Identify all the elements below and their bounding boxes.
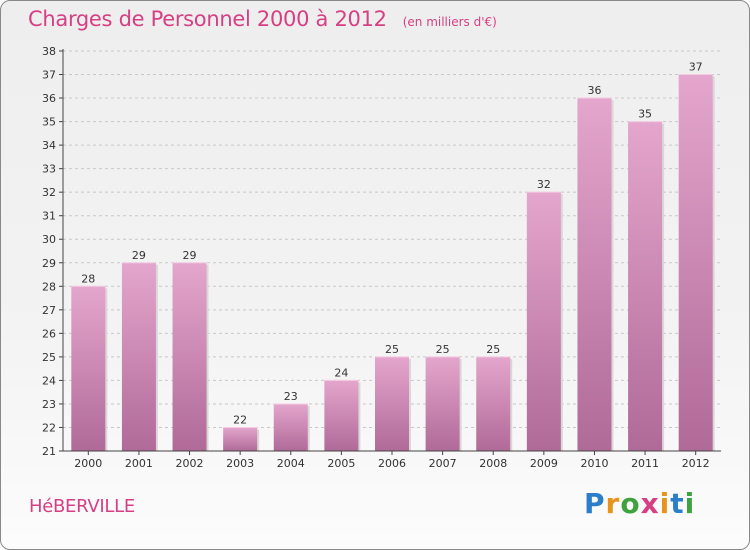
y-tick-label: 35 <box>42 116 56 129</box>
y-tick-label: 31 <box>42 210 56 223</box>
brand-letter: i <box>684 487 696 520</box>
chart-subtitle: (en milliers d'€) <box>402 15 497 29</box>
bar <box>273 403 308 451</box>
bar <box>425 356 460 451</box>
x-tick-label: 2009 <box>530 457 558 470</box>
data-label: 29 <box>132 249 146 262</box>
data-label: 25 <box>385 343 399 356</box>
labels: 21 22 23 24 25 26 27 28 29 30 31 32 33 34 35 36 37 38 28 20… <box>42 45 710 470</box>
y-tick-label: 34 <box>42 139 56 152</box>
bar <box>678 74 713 451</box>
y-tick-label: 36 <box>42 92 56 105</box>
y-tick-label: 32 <box>42 186 56 199</box>
x-tick-label: 2006 <box>378 457 406 470</box>
brand-letter: P <box>584 487 606 520</box>
bar <box>121 262 156 451</box>
brand-letter: x <box>640 487 660 520</box>
proxiti-logo: Proxiti <box>584 487 695 520</box>
bar <box>223 427 258 451</box>
data-label: 25 <box>486 343 500 356</box>
data-label: 24 <box>334 366 348 379</box>
data-label: 25 <box>436 343 450 356</box>
brand-letter: t <box>670 487 685 520</box>
y-tick-label: 21 <box>42 445 56 458</box>
data-label: 28 <box>81 272 95 285</box>
y-tick-label: 29 <box>42 257 56 270</box>
y-tick-label: 33 <box>42 163 56 176</box>
data-label: 22 <box>233 413 247 426</box>
y-tick-label: 24 <box>42 374 56 387</box>
data-label: 32 <box>537 178 551 191</box>
x-tick-label: 2008 <box>479 457 507 470</box>
chart-title: Charges de Personnel 2000 à 2012 <box>28 7 387 31</box>
x-tick-label: 2010 <box>580 457 608 470</box>
y-tick-label: 25 <box>42 351 56 364</box>
y-tick-label: 38 <box>42 45 56 58</box>
bar <box>526 192 561 452</box>
bar <box>71 286 106 451</box>
y-tick-label: 26 <box>42 327 56 340</box>
commune-name: HéBERVILLE <box>29 496 135 517</box>
bar <box>476 356 511 451</box>
x-tick-label: 2001 <box>125 457 153 470</box>
data-label: 29 <box>183 249 197 262</box>
bar <box>375 356 409 451</box>
title-row: Charges de Personnel 2000 à 2012 (en mill… <box>28 7 497 31</box>
y-tick-label: 28 <box>42 280 56 293</box>
y-tick-label: 30 <box>42 233 56 246</box>
y-tick-label: 27 <box>42 304 56 317</box>
bar <box>577 98 612 451</box>
brand-letter: r <box>605 487 621 520</box>
data-label: 37 <box>689 61 703 74</box>
x-tick-label: 2000 <box>74 457 102 470</box>
x-tick-label: 2011 <box>631 457 659 470</box>
axes <box>59 49 721 455</box>
x-tick-label: 2005 <box>327 457 355 470</box>
x-tick-label: 2004 <box>277 457 305 470</box>
y-tick-label: 37 <box>42 69 56 82</box>
x-tick-label: 2007 <box>429 457 457 470</box>
data-label: 36 <box>587 84 601 97</box>
data-label: 23 <box>284 390 298 403</box>
y-tick-label: 22 <box>42 421 56 434</box>
bar <box>172 262 207 451</box>
data-label: 35 <box>638 108 652 121</box>
x-tick-label: 2012 <box>682 457 710 470</box>
brand-letter: o <box>620 487 641 520</box>
x-tick-label: 2002 <box>176 457 204 470</box>
y-tick-label: 23 <box>42 398 56 411</box>
brand-letter: i <box>659 487 671 520</box>
bar <box>324 380 359 451</box>
bars <box>71 74 715 452</box>
bar <box>628 121 663 452</box>
x-tick-label: 2003 <box>226 457 254 470</box>
